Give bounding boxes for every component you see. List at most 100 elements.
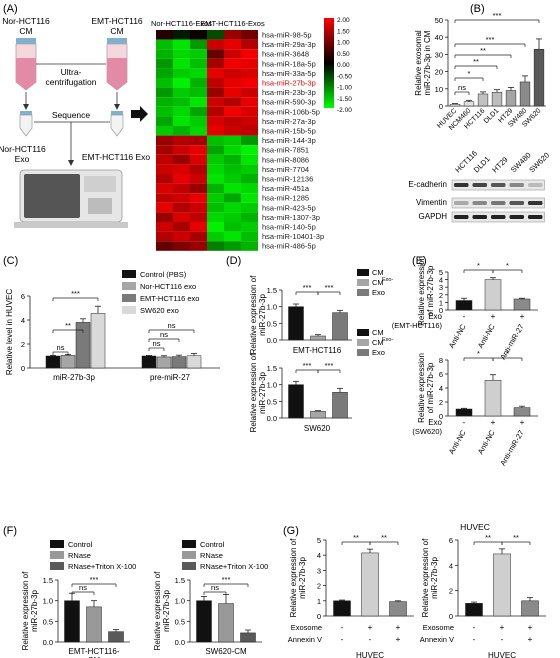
D2-sig-label: *** [325, 361, 334, 370]
F2-legend-label: RNase [200, 551, 223, 560]
b-y-axis-label: Relative exosomal [414, 30, 423, 96]
heatmap-cell [224, 97, 241, 107]
heatmap-cell [224, 39, 241, 50]
heatmap-row-label: hsa-miR-15b-5p [262, 127, 316, 136]
F2-y-axis-label: Relative expression of [153, 571, 162, 650]
G2-y-tick-label: 4 [449, 561, 453, 570]
emt-cm-label-1: EMT-HCT116 [91, 16, 143, 26]
E1-y-tick-label: 3 [439, 283, 443, 292]
heatmap-cell [241, 126, 258, 136]
heatmap-cell [207, 97, 224, 107]
heatmap-cell [190, 202, 207, 213]
F1-sig-label: ns [79, 583, 87, 592]
heatmap-cell [207, 241, 224, 251]
ultra-label-1: Ultra- [61, 67, 82, 77]
heatmap-cell [156, 174, 173, 184]
D1-y-axis-label: miR-27b-3p [258, 294, 267, 336]
c-legend-label: Nor-HCT116 exo [140, 282, 196, 291]
heatmap-cell [207, 222, 224, 232]
F1-y-tick-label: 0.0 [43, 638, 53, 647]
heatmap-cell [207, 174, 224, 184]
heatmap-cell [190, 116, 207, 126]
b-y-axis-label: miR-27b-3p in CM [423, 30, 432, 95]
c-legend-swatch [122, 282, 136, 290]
blot-row-label: GAPDH [419, 212, 448, 221]
heatmap-row-label: hsa-miR-18a-5p [262, 59, 316, 68]
F2-legend-swatch [182, 551, 196, 559]
heatmap-cell [156, 154, 173, 165]
G1-bar [333, 600, 351, 617]
heatmap-cell [190, 49, 207, 59]
heatmap-col-header-emt: EMT-HCT116-Exos [200, 19, 265, 28]
heatmap-cell [190, 106, 207, 117]
heatmap-cell [207, 164, 224, 174]
panel-label-g: (G) [283, 525, 299, 537]
G2-row-mark: + [528, 623, 533, 632]
F1-y-axis-label: miR-27b-3p [30, 590, 39, 632]
G1-row-label: Annexin V [288, 635, 322, 644]
blot-band [509, 201, 524, 205]
panel-label-e: (E) [412, 255, 427, 267]
heatmap-cell [224, 193, 241, 203]
F2-legend-swatch [182, 540, 196, 548]
heatmap-row-label: hsa-miR-106b-5p [262, 107, 320, 116]
heatmap-row-label: hsa-miR-27b-3p [262, 79, 316, 88]
G2-bar [465, 603, 483, 617]
E1-y-axis-label: of miR-27b-3p [426, 265, 435, 316]
E2-bar [484, 380, 502, 417]
b-bar [505, 90, 517, 107]
c-bar [75, 322, 91, 369]
heatmap-cell [241, 145, 258, 155]
heatmap-row-label: hsa-miR-33a-5p [262, 69, 316, 78]
heatmap-cell [190, 164, 207, 174]
panel-e-sw620-bar-chart: Relative expression of miR-27b-3p02468-An… [412, 349, 538, 467]
heatmap-cell [224, 58, 241, 69]
D2-legend-label: Exo [372, 348, 385, 357]
E2-y-axis-label: of miR-27b-3p [426, 362, 435, 413]
G2-footer: HUVEC [488, 651, 516, 658]
ultra-label-2: centrifugation [45, 77, 96, 87]
heatmap-cell [207, 30, 224, 40]
G2-y-axis-label: miR-27b-3p [430, 557, 439, 599]
heatmap-cell [173, 78, 190, 88]
b-bar [477, 93, 489, 107]
G2-bar [521, 600, 539, 617]
heatmap-cell [173, 49, 190, 59]
heatmap-cell [224, 49, 241, 59]
heatmap-cell [190, 212, 207, 222]
heatmap-cell [156, 97, 173, 107]
E1-x-tick-label: Anti-NC [476, 322, 497, 350]
blot-band [454, 215, 469, 219]
c-sig-label: ns [153, 339, 161, 348]
heatmap-cell [173, 241, 190, 251]
G2-y-tick-label: 2 [449, 587, 453, 596]
heatmap-cell [173, 174, 190, 184]
c-legend-label: SW620 exo [140, 306, 179, 315]
panel-label-f: (F) [3, 525, 17, 537]
c-y-tick-label: 2 [21, 340, 25, 349]
heatmap-cell [241, 183, 258, 194]
F1-bar [86, 606, 102, 643]
D1-bar [288, 306, 304, 341]
heatmap-cell [241, 222, 258, 232]
G1-y-tick-label: 2 [317, 582, 321, 591]
F2-y-tick-label: 1.0 [175, 597, 185, 606]
E1-bar [484, 279, 502, 311]
heatmap-cell [156, 222, 173, 232]
E1-exo-mark: + [520, 312, 525, 321]
E1-x-tick-label: Anti-NC [447, 322, 468, 350]
F1-y-axis-label: Relative expression of [21, 571, 30, 650]
G1-y-axis-label: Relative expression of [289, 538, 298, 617]
heatmap-cell [173, 164, 190, 174]
heatmap-cell [241, 30, 258, 40]
G1-bar [389, 601, 407, 617]
heatmap-cell [173, 183, 190, 194]
blot-band [454, 183, 469, 187]
E2-sig-label: * [477, 349, 480, 358]
heatmap-cell [241, 97, 258, 107]
blot-band [491, 215, 506, 219]
D1-y-tick-label: 0.0 [267, 336, 277, 345]
heatmap-cell [173, 97, 190, 107]
heatmap-cell [241, 174, 258, 184]
heatmap-cell [156, 241, 173, 251]
